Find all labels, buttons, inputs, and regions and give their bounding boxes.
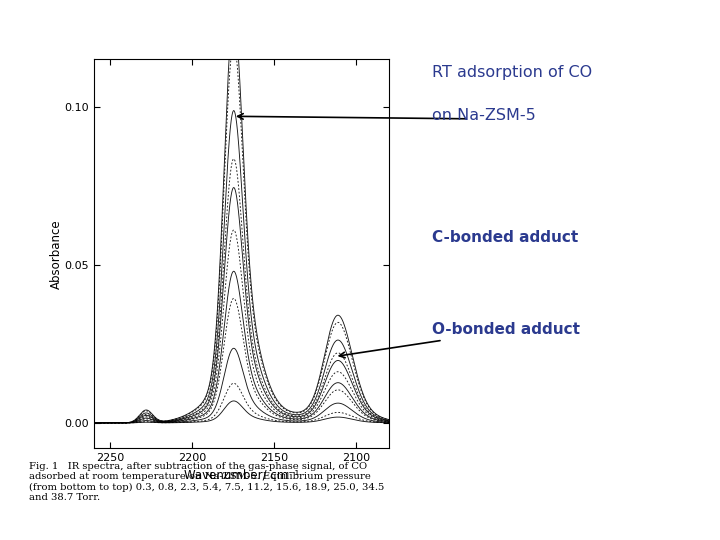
Y-axis label: Absorbance: Absorbance (50, 219, 63, 288)
Text: O-bonded adduct: O-bonded adduct (432, 322, 580, 337)
Text: RT adsorption of CO: RT adsorption of CO (432, 65, 592, 80)
Text: C-bonded adduct: C-bonded adduct (432, 230, 578, 245)
Text: Fig. 1   IR spectra, after subtraction of the gas-phase signal, of CO
adsorbed a: Fig. 1 IR spectra, after subtraction of … (29, 462, 384, 502)
X-axis label: Wavenumber/ cm⁻¹: Wavenumber/ cm⁻¹ (184, 469, 299, 482)
Text: on Na-ZSM-5: on Na-ZSM-5 (432, 108, 536, 123)
